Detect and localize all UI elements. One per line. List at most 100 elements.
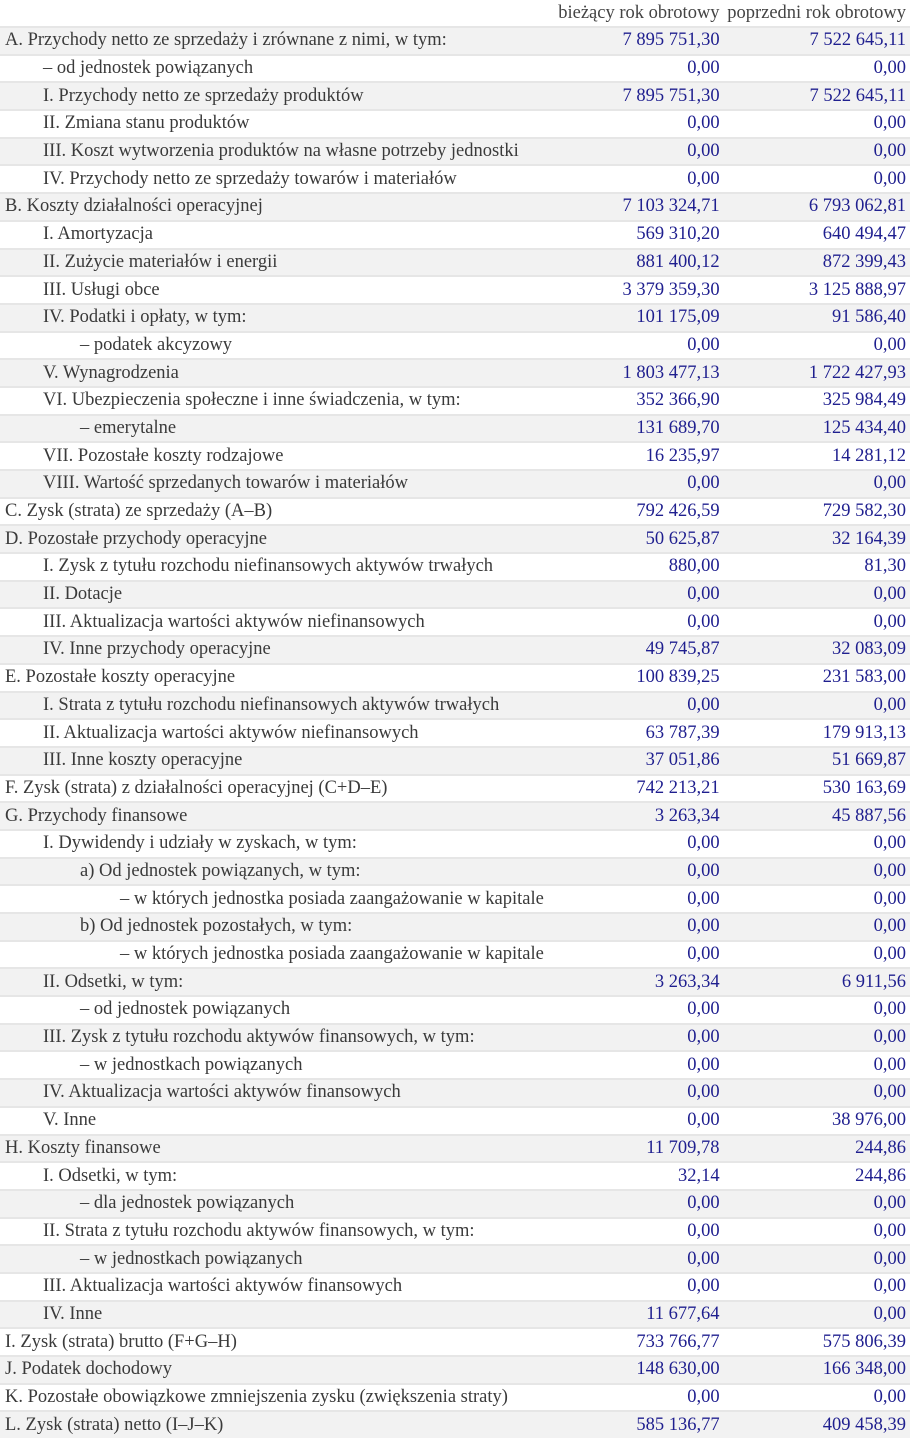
row-label: III. Koszt wytworzenia produktów na włas… bbox=[0, 136, 544, 166]
row-label: B. Koszty działalności operacyjnej bbox=[0, 192, 544, 221]
previous-year-value: 325 984,49 bbox=[723, 385, 910, 415]
current-year-value: 0,00 bbox=[543, 109, 724, 138]
current-year-header: bieżący rok obrotowy bbox=[558, 2, 720, 23]
row-label: – w jednostkach powiązanych bbox=[0, 1244, 544, 1273]
row-label: F. Zysk (strata) z działalności operacyj… bbox=[0, 773, 544, 803]
current-year-value: 0,00 bbox=[543, 995, 724, 1024]
current-year-value: 0,00 bbox=[543, 136, 724, 166]
current-year-value: 11 709,78 bbox=[543, 1133, 724, 1163]
row-label: II. Zmiana stanu produktów bbox=[0, 109, 544, 138]
header-row: bieżący rok obrotowy poprzedni rok obrot… bbox=[0, 0, 910, 27]
row-label: II. Dotacje bbox=[0, 579, 544, 609]
table-row: L. Zysk (strata) netto (I–J–K) 585 136,77… bbox=[0, 1410, 910, 1439]
table-row: I. Strata z tytułu rozchodu niefinansowy… bbox=[0, 690, 910, 720]
label-header bbox=[0, 0, 544, 27]
previous-year-value: 0,00 bbox=[723, 1382, 910, 1412]
table-row: I. Przychody netto ze sprzedaży produktó… bbox=[0, 81, 910, 111]
row-label: III. Inne koszty operacyjne bbox=[0, 745, 544, 775]
row-label: VI. Ubezpieczenia społeczne i inne świad… bbox=[0, 385, 544, 415]
table-row: – podatek akcyzowy 0,00 0,00 bbox=[0, 330, 910, 360]
current-year-value: 0,00 bbox=[543, 1105, 724, 1135]
previous-year-value: 0,00 bbox=[723, 164, 910, 194]
row-label: III. Aktualizacja wartości aktywów niefi… bbox=[0, 607, 544, 637]
table-row: I. Zysk (strata) brutto (F+G–H) 733 766,7… bbox=[0, 1327, 910, 1356]
current-year-value: 0,00 bbox=[543, 1188, 724, 1218]
row-label: II. Zużycie materiałów i energii bbox=[0, 247, 544, 277]
previous-year-value: 0,00 bbox=[723, 1244, 910, 1273]
current-year-value: 352 366,90 bbox=[543, 385, 724, 415]
current-year-value: 585 136,77 bbox=[543, 1410, 724, 1439]
current-year-value: 50 625,87 bbox=[543, 524, 724, 554]
row-label: I. Zysk (strata) brutto (F+G–H) bbox=[0, 1327, 544, 1356]
current-year-value: 0,00 bbox=[543, 856, 724, 886]
previous-year-value: 14 281,12 bbox=[723, 441, 910, 470]
row-label: K. Pozostałe obowiązkowe zmniejszenia zy… bbox=[0, 1382, 544, 1412]
row-label: IV. Inne przychody operacyjne bbox=[0, 635, 544, 664]
table-row: – dla jednostek powiązanych 0,00 0,00 bbox=[0, 1188, 910, 1218]
previous-year-value: 166 348,00 bbox=[723, 1355, 910, 1384]
current-year-value: 742 213,21 bbox=[543, 773, 724, 803]
previous-year-value: 91 586,40 bbox=[723, 302, 910, 332]
current-year-value: 0,00 bbox=[543, 579, 724, 609]
current-year-value: 100 839,25 bbox=[543, 662, 724, 692]
previous-year-value: 125 434,40 bbox=[723, 413, 910, 443]
previous-year-value: 409 458,39 bbox=[723, 1410, 910, 1439]
table-row: III. Zysk z tytułu rozchodu aktywów fina… bbox=[0, 1022, 910, 1052]
previous-year-value: 640 494,47 bbox=[723, 219, 910, 249]
current-year-value: 0,00 bbox=[543, 469, 724, 498]
table-row: III. Aktualizacja wartości aktywów niefi… bbox=[0, 607, 910, 637]
current-year-value: 0,00 bbox=[543, 690, 724, 720]
table-row: III. Aktualizacja wartości aktywów finan… bbox=[0, 1271, 910, 1301]
row-label: J. Podatek dochodowy bbox=[0, 1355, 544, 1384]
previous-year-value: 0,00 bbox=[723, 690, 910, 720]
current-year-value: 880,00 bbox=[543, 552, 724, 581]
current-year-value: 792 426,59 bbox=[543, 496, 724, 526]
table-row: II. Zmiana stanu produktów 0,00 0,00 bbox=[0, 109, 910, 138]
previous-year-value: 231 583,00 bbox=[723, 662, 910, 692]
row-label: II. Strata z tytułu rozchodu aktywów fin… bbox=[0, 1216, 544, 1246]
previous-year-value: 0,00 bbox=[723, 53, 910, 83]
row-label: – emerytalne bbox=[0, 413, 544, 443]
previous-year-value: 0,00 bbox=[723, 1299, 910, 1329]
table-row: IV. Inne przychody operacyjne 49 745,87 32… bbox=[0, 635, 910, 664]
current-year-value: 0,00 bbox=[543, 1382, 724, 1412]
previous-year-value: 0,00 bbox=[723, 330, 910, 360]
previous-year-value: 0,00 bbox=[723, 1216, 910, 1246]
current-year-value: 3 379 359,30 bbox=[543, 275, 724, 304]
table-row: III. Koszt wytworzenia produktów na włas… bbox=[0, 136, 910, 166]
row-label: I. Zysk z tytułu rozchodu niefinansowych… bbox=[0, 552, 544, 581]
previous-year-value: 0,00 bbox=[723, 939, 910, 969]
current-year-value: 7 103 324,71 bbox=[543, 192, 724, 221]
table-row: – w jednostkach powiązanych 0,00 0,00 bbox=[0, 1050, 910, 1080]
table-row: K. Pozostałe obowiązkowe zmniejszenia zy… bbox=[0, 1382, 910, 1412]
row-label: C. Zysk (strata) ze sprzedaży (A–B) bbox=[0, 496, 544, 526]
row-label: I. Strata z tytułu rozchodu niefinansowy… bbox=[0, 690, 544, 720]
row-label: IV. Aktualizacja wartości aktywów finans… bbox=[0, 1078, 544, 1107]
table-row: H. Koszty finansowe 11 709,78 244,86 bbox=[0, 1133, 910, 1163]
previous-year-value: 0,00 bbox=[723, 1271, 910, 1301]
row-label: III. Aktualizacja wartości aktywów finan… bbox=[0, 1271, 544, 1301]
current-year-value: 0,00 bbox=[543, 1244, 724, 1273]
previous-year-value: 45 887,56 bbox=[723, 801, 910, 830]
previous-year-header: poprzedni rok obrotowy bbox=[727, 2, 906, 23]
row-label: I. Przychody netto ze sprzedaży produktó… bbox=[0, 81, 544, 111]
previous-year-value: 575 806,39 bbox=[723, 1327, 910, 1356]
table-row: V. Wynagrodzenia 1 803 477,13 1 722 427,93 bbox=[0, 358, 910, 387]
current-year-value: 131 689,70 bbox=[543, 413, 724, 443]
current-year-value: 49 745,87 bbox=[543, 635, 724, 664]
table-row: b) Od jednostek pozostałych, w tym: 0,00 0… bbox=[0, 912, 910, 941]
current-year-value: 0,00 bbox=[543, 939, 724, 969]
table-row: IV. Aktualizacja wartości aktywów finans… bbox=[0, 1078, 910, 1107]
table-row: – od jednostek powiązanych 0,00 0,00 bbox=[0, 995, 910, 1024]
previous-year-value: 0,00 bbox=[723, 109, 910, 138]
row-label: I. Dywidendy i udziały w zyskach, w tym: bbox=[0, 828, 544, 858]
previous-year-value: 51 669,87 bbox=[723, 745, 910, 775]
row-label: – od jednostek powiązanych bbox=[0, 53, 544, 83]
row-label: b) Od jednostek pozostałych, w tym: bbox=[0, 912, 544, 941]
row-label: I. Odsetki, w tym: bbox=[0, 1161, 544, 1190]
table-row: VII. Pozostałe koszty rodzajowe 16 235,97… bbox=[0, 441, 910, 470]
current-year-value: 148 630,00 bbox=[543, 1355, 724, 1384]
previous-year-value: 7 522 645,11 bbox=[723, 26, 910, 55]
table-row: I. Dywidendy i udziały w zyskach, w tym:… bbox=[0, 828, 910, 858]
